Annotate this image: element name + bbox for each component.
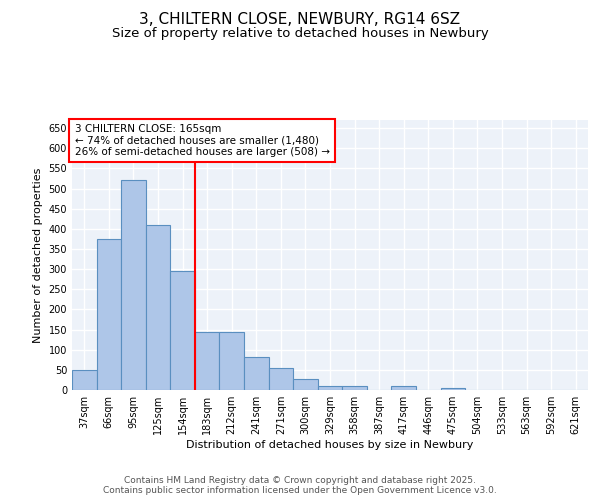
Text: Size of property relative to detached houses in Newbury: Size of property relative to detached ho… [112, 28, 488, 40]
Bar [342, 386, 367, 390]
Bar [269, 368, 293, 390]
Bar [220, 332, 244, 390]
Bar [72, 370, 97, 390]
Bar [97, 239, 121, 390]
Bar [293, 378, 318, 390]
Bar [391, 386, 416, 390]
Text: 3, CHILTERN CLOSE, NEWBURY, RG14 6SZ: 3, CHILTERN CLOSE, NEWBURY, RG14 6SZ [139, 12, 461, 28]
X-axis label: Distribution of detached houses by size in Newbury: Distribution of detached houses by size … [187, 440, 473, 450]
Y-axis label: Number of detached properties: Number of detached properties [33, 168, 43, 342]
Bar [440, 388, 465, 390]
Bar [170, 271, 195, 390]
Bar [244, 356, 269, 390]
Text: Contains HM Land Registry data © Crown copyright and database right 2025.
Contai: Contains HM Land Registry data © Crown c… [103, 476, 497, 495]
Bar [146, 225, 170, 390]
Bar [195, 332, 220, 390]
Bar [318, 386, 342, 390]
Text: 3 CHILTERN CLOSE: 165sqm
← 74% of detached houses are smaller (1,480)
26% of sem: 3 CHILTERN CLOSE: 165sqm ← 74% of detach… [74, 124, 329, 157]
Bar [121, 180, 146, 390]
